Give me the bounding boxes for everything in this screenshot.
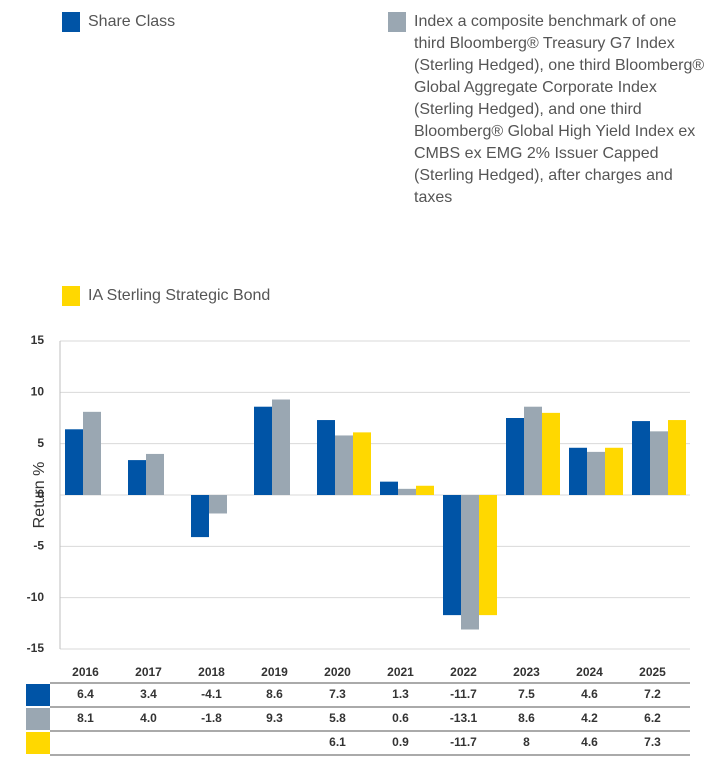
table-cell: 5.8 <box>329 711 346 725</box>
bar <box>506 418 524 495</box>
table-cell: 0.9 <box>392 735 409 749</box>
table-cell: 6.4 <box>77 687 94 701</box>
bar <box>146 453 164 495</box>
x-tick-label: 2018 <box>198 665 225 679</box>
x-tick-label: 2025 <box>639 665 666 679</box>
table-cell: 4.6 <box>581 687 598 701</box>
bar <box>569 447 587 495</box>
table-cell: 7.5 <box>518 687 535 701</box>
y-tick-label: -5 <box>33 539 44 553</box>
x-tick-label: 2022 <box>450 665 477 679</box>
x-tick-label: 2016 <box>72 665 99 679</box>
table-cell: 4.2 <box>581 711 598 725</box>
bar <box>605 447 623 495</box>
legend-item: IA Sterling Strategic Bond <box>62 285 270 307</box>
bar <box>335 435 353 495</box>
x-tick-label: 2019 <box>261 665 288 679</box>
bar <box>380 481 398 495</box>
bar <box>443 495 461 616</box>
bar <box>353 432 371 495</box>
table-cell: 6.2 <box>644 711 661 725</box>
bar <box>461 495 479 630</box>
bar <box>650 431 668 495</box>
table-cell: -11.7 <box>450 735 477 749</box>
table-cell: 8.1 <box>77 711 94 725</box>
y-tick-label: 15 <box>31 333 45 347</box>
table-cell: 7.3 <box>329 687 346 701</box>
table-swatch <box>26 684 50 706</box>
table-swatch <box>26 708 50 730</box>
table-cell: 8.6 <box>266 687 283 701</box>
bar <box>632 421 650 495</box>
y-tick-label: 10 <box>31 385 45 399</box>
legend-item: Share Class <box>62 11 175 33</box>
y-tick-label: 5 <box>37 436 44 450</box>
y-axis-label: Return % <box>31 462 48 529</box>
bar <box>668 420 686 495</box>
legend-swatch <box>62 12 80 32</box>
table-cell: 9.3 <box>266 711 283 725</box>
bar <box>65 429 83 495</box>
x-tick-label: 2020 <box>324 665 351 679</box>
y-tick-label: -10 <box>27 590 45 604</box>
bar <box>83 411 101 495</box>
table-cell: 8.6 <box>518 711 535 725</box>
legend-swatch <box>62 286 80 306</box>
bar <box>272 399 290 495</box>
x-tick-label: 2021 <box>387 665 414 679</box>
table-cell: 6.1 <box>329 735 346 749</box>
y-tick-label: -15 <box>27 641 45 655</box>
table-swatch <box>26 732 50 754</box>
table-cell: 4.0 <box>140 711 157 725</box>
x-tick-label: 2023 <box>513 665 540 679</box>
x-tick-label: 2024 <box>576 665 603 679</box>
table-cell: 4.6 <box>581 735 598 749</box>
legend-swatch <box>388 12 406 32</box>
bar <box>416 485 434 495</box>
bar <box>317 420 335 495</box>
bar <box>191 495 209 538</box>
bar <box>587 451 605 495</box>
table-cell: 0.6 <box>392 711 409 725</box>
bar <box>479 495 497 616</box>
y-tick-label: 0 <box>37 487 44 501</box>
table-cell: -1.8 <box>201 711 222 725</box>
bar <box>524 406 542 495</box>
table-cell: -11.7 <box>450 687 477 701</box>
table-cell: 7.3 <box>644 735 661 749</box>
legend-label: Index a composite benchmark of one third… <box>414 13 705 206</box>
bar <box>542 412 560 495</box>
table-cell: 8 <box>523 735 530 749</box>
table-cell: 3.4 <box>140 687 157 701</box>
legend-label: IA Sterling Strategic Bond <box>88 287 271 304</box>
table-cell: 1.3 <box>392 687 409 701</box>
table-cell: -13.1 <box>450 711 478 725</box>
bar <box>254 406 272 495</box>
legend-label: Share Class <box>88 13 176 30</box>
bar <box>398 488 416 495</box>
x-tick-label: 2017 <box>135 665 162 679</box>
table-cell: -4.1 <box>201 687 222 701</box>
table-cell: 7.2 <box>644 687 661 701</box>
bar <box>209 495 227 514</box>
legend-item: Index a composite benchmark of one third… <box>388 11 706 209</box>
bar <box>128 460 146 495</box>
